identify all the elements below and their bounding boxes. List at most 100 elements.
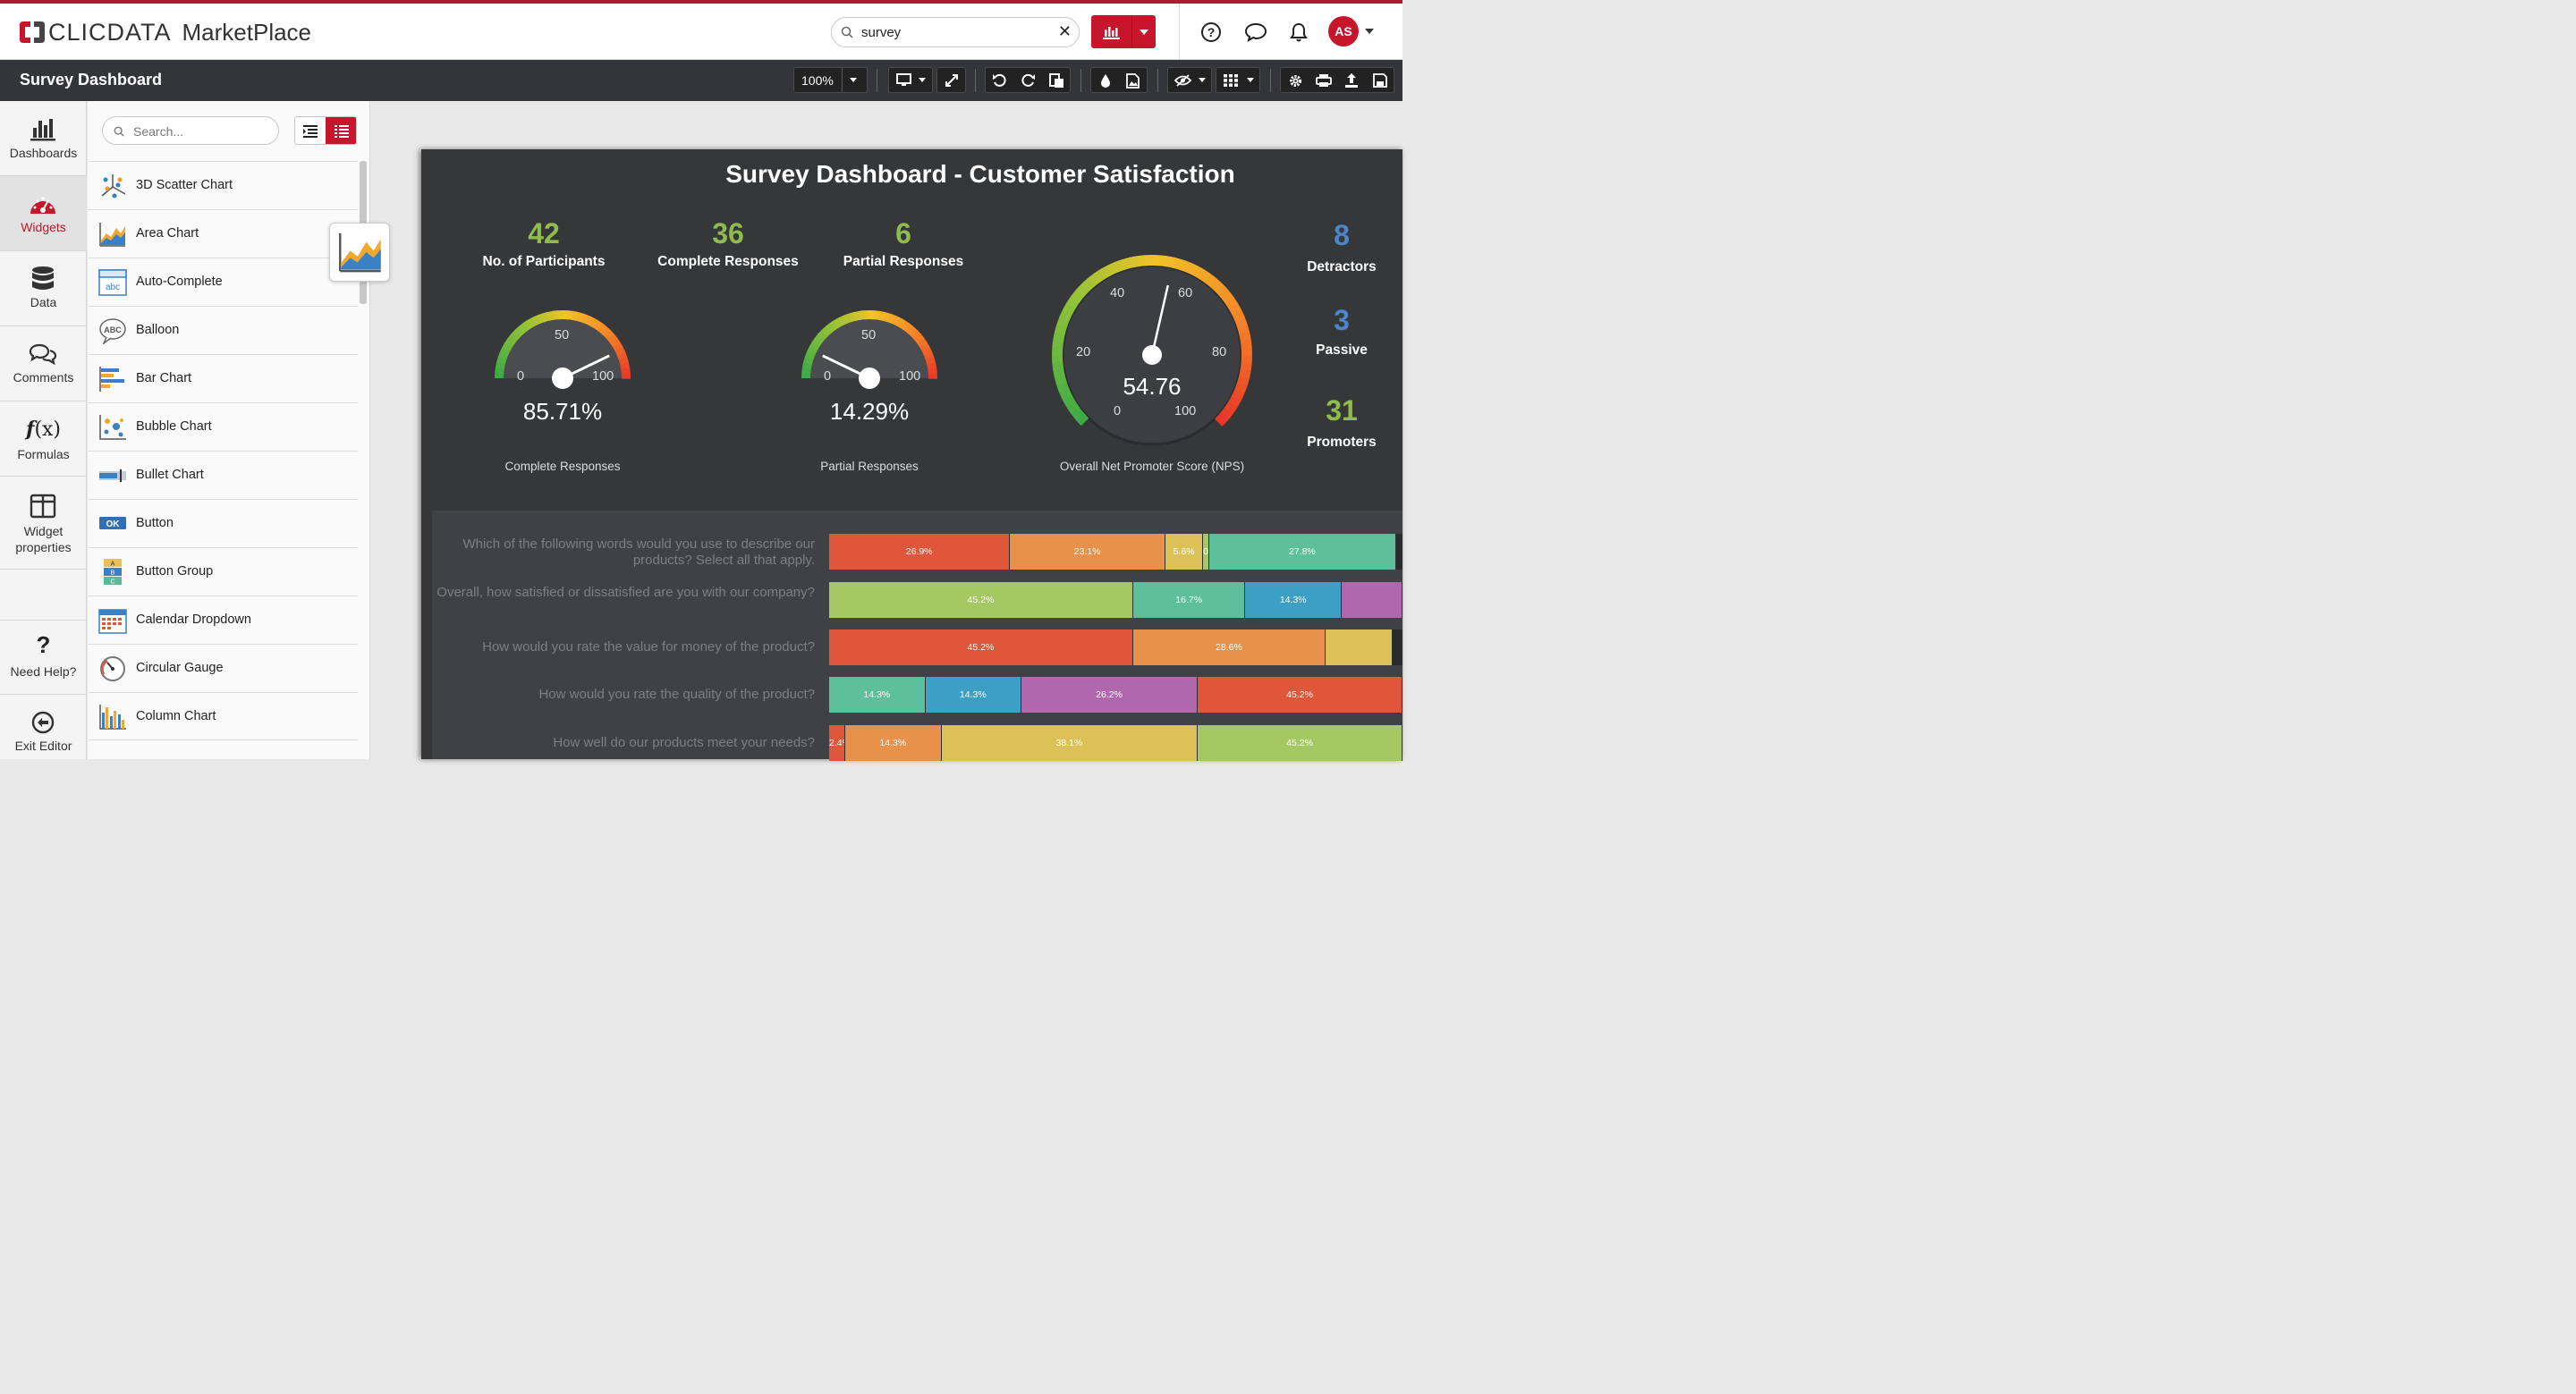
bar-segment[interactable]: 16.7% <box>1132 582 1246 618</box>
bar-segment[interactable]: 0.9% <box>1203 534 1209 570</box>
list-item[interactable]: abc Auto-Complete <box>88 258 358 306</box>
bar-segment[interactable]: 45.2% <box>829 629 1133 665</box>
bar-segment[interactable]: 14.3% <box>925 677 1022 713</box>
gauge-band <box>809 342 820 352</box>
zoom-select[interactable]: 100% <box>793 67 868 93</box>
widget-search-input[interactable]: Search... <box>102 116 279 145</box>
gear-icon[interactable] <box>1288 73 1303 89</box>
promoters-value: 31 <box>1326 394 1358 427</box>
list-item[interactable]: ABC Balloon <box>88 306 358 354</box>
nps-tick-label: 0 <box>1114 404 1122 418</box>
nps-gauge-band <box>1054 375 1067 386</box>
nav-exit-editor[interactable]: Exit Editor <box>0 695 87 770</box>
user-avatar[interactable]: AS <box>1328 16 1359 46</box>
undo-icon[interactable] <box>992 73 1007 88</box>
gauge-band <box>514 325 525 337</box>
fullscreen-button[interactable] <box>936 67 966 93</box>
gauge-hub <box>859 368 880 389</box>
print-icon[interactable] <box>1316 73 1332 88</box>
nps-hub <box>1142 345 1162 365</box>
bar-segment[interactable] <box>1342 582 1402 618</box>
bar-segment[interactable] <box>1325 629 1394 665</box>
visibility-select[interactable] <box>1167 67 1212 93</box>
gauge-mid-label: 50 <box>861 328 877 342</box>
nav-data[interactable]: Data <box>0 251 87 326</box>
image-icon[interactable] <box>1126 73 1140 89</box>
list-item[interactable]: 3D Scatter Chart <box>88 161 358 209</box>
nps-gauge-band <box>1152 255 1161 266</box>
gauge-band <box>834 317 843 328</box>
nps-gauge-band <box>1093 268 1106 283</box>
list-item[interactable]: Circular Gauge <box>88 644 358 692</box>
list-item[interactable]: Area Chart <box>88 209 358 258</box>
bar-segment[interactable]: 45.2% <box>1198 677 1402 713</box>
global-search-input[interactable]: survey ✕ <box>831 17 1080 47</box>
gauge-band <box>919 342 931 352</box>
bar-segment[interactable]: 14.3% <box>1245 582 1343 618</box>
upload-icon[interactable] <box>1344 72 1359 89</box>
compact-list-icon[interactable] <box>303 125 318 138</box>
paste-icon[interactable] <box>1049 72 1064 89</box>
question-bar: 26.9%23.1%5.6%0.9%27.8% <box>829 534 1402 570</box>
list-item[interactable]: OK Button <box>88 499 358 547</box>
bar-segment[interactable]: 5.6% <box>1165 534 1204 570</box>
nav-label: Formulas <box>17 447 70 461</box>
nav-comments[interactable]: Comments <box>0 326 87 401</box>
bar-segment[interactable]: 27.8% <box>1208 534 1396 570</box>
nps-gauge-band <box>1239 331 1251 342</box>
promoters-label: Promoters <box>1307 435 1377 450</box>
gauge-band <box>502 342 513 352</box>
gauge-band <box>903 323 914 334</box>
gauge-band <box>585 315 595 326</box>
list-item[interactable]: Bullet Chart <box>88 451 358 499</box>
nav-formulas[interactable]: f(x) Formulas <box>0 401 87 477</box>
nps-gauge-band <box>1215 283 1229 298</box>
list-item[interactable]: Bubble Chart <box>88 402 358 451</box>
bar-segment[interactable]: 14.3% <box>829 677 926 713</box>
bar-segment[interactable]: 26.2% <box>1021 677 1199 713</box>
list-item[interactable]: Calendar Dropdown <box>88 596 358 644</box>
bell-icon[interactable] <box>1288 21 1309 43</box>
bar-segment[interactable]: 26.9% <box>829 534 1011 570</box>
nav-need-help[interactable]: ? Need Help? <box>0 620 87 695</box>
chat-icon[interactable] <box>1244 21 1267 43</box>
gauge-band <box>921 347 933 357</box>
chevron-down-icon[interactable] <box>1365 29 1374 34</box>
chevron-down-icon <box>1199 78 1206 82</box>
clear-search-icon[interactable]: ✕ <box>1057 22 1072 40</box>
bar-segment[interactable]: 45.2% <box>1198 725 1402 761</box>
bar-segment[interactable]: 2.4% <box>829 725 846 761</box>
logo[interactable]: CLICDATA MarketPlace <box>18 18 311 46</box>
bar-segment[interactable]: 45.2% <box>829 582 1133 618</box>
list-view-button[interactable] <box>326 117 356 144</box>
save-icon[interactable] <box>1373 73 1387 88</box>
chevron-down-icon[interactable] <box>1140 30 1148 35</box>
bar-segment[interactable]: 28.6% <box>1132 629 1326 665</box>
redo-icon[interactable] <box>1021 73 1036 88</box>
marketplace-filter-button[interactable] <box>1091 15 1156 48</box>
comments-icon <box>29 343 57 366</box>
color-drop-icon[interactable] <box>1100 73 1111 88</box>
gauge-band <box>806 346 818 356</box>
bar-segment[interactable]: 38.1% <box>941 725 1199 761</box>
list-item[interactable]: Column Chart <box>88 692 358 740</box>
gauge-caption: Partial Responses <box>820 460 919 473</box>
nav-dashboards[interactable]: Dashboards <box>0 101 87 176</box>
nav-widget-properties[interactable]: Widget properties <box>0 477 87 570</box>
grid-select[interactable] <box>1216 67 1260 93</box>
bar-segment[interactable]: 23.1% <box>1010 534 1165 570</box>
list-item[interactable]: Bar Chart <box>88 354 358 402</box>
drag-preview[interactable] <box>329 223 390 282</box>
bar-segment[interactable]: 14.3% <box>845 725 942 761</box>
question-icon: ? <box>36 631 51 658</box>
gauge-band <box>864 310 870 320</box>
nps-gauge-band <box>1240 339 1252 350</box>
gauge-band <box>620 362 631 370</box>
device-select[interactable] <box>888 67 933 93</box>
help-icon[interactable]: ? <box>1200 21 1222 43</box>
kpi-label: No. of Participants <box>482 254 606 269</box>
nav-widgets[interactable]: Widgets <box>0 176 87 251</box>
nps-gauge-band <box>1063 301 1077 315</box>
gauge-band <box>811 337 822 348</box>
